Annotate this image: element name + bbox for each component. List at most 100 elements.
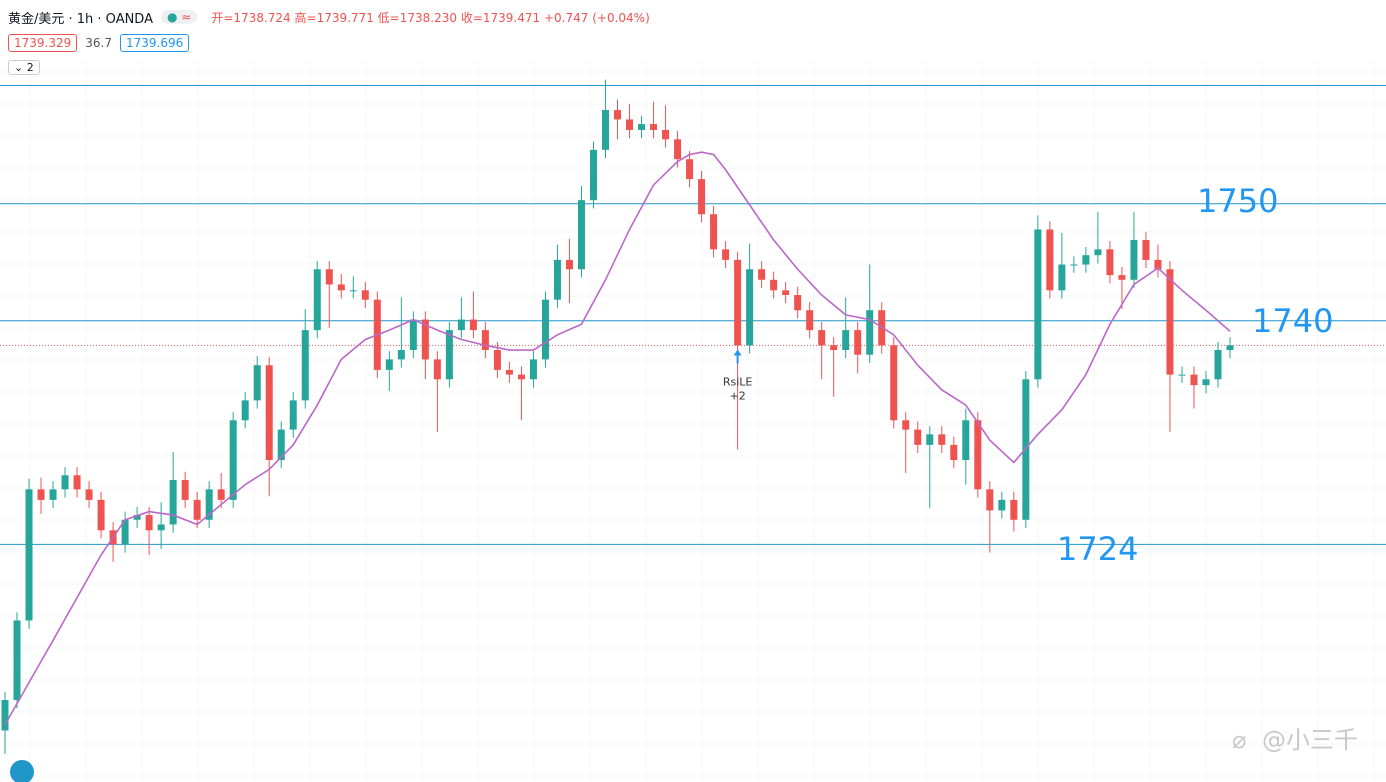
- candle-body: [13, 620, 21, 701]
- indicator-count: 2: [26, 60, 34, 74]
- candle-body: [301, 330, 309, 401]
- candle-body: [205, 489, 213, 520]
- candle-body: [626, 119, 634, 130]
- watermark-icon: ⌀: [1232, 726, 1246, 754]
- candle-body: [181, 479, 189, 500]
- candle-body: [1130, 239, 1138, 280]
- candle-body: [325, 269, 333, 285]
- candle-body: [133, 515, 141, 520]
- candle-body: [289, 400, 297, 430]
- candle-body: [481, 330, 489, 351]
- candle-body: [493, 350, 501, 370]
- candle-body: [650, 124, 658, 130]
- candle-body: [1154, 259, 1162, 270]
- candle-body: [926, 434, 934, 445]
- candle-body: [157, 524, 165, 531]
- candle-body: [361, 290, 369, 300]
- candle-body: [577, 200, 585, 270]
- watermark: @小三千: [1262, 726, 1358, 754]
- candle-body: [229, 420, 237, 500]
- candle-body: [1070, 264, 1078, 266]
- candle-body: [169, 479, 177, 525]
- bid[interactable]: 1739.329: [8, 34, 78, 52]
- candle-body: [854, 330, 862, 355]
- candle-body: [662, 129, 670, 140]
- candle-body: [1046, 229, 1054, 291]
- candle-body: [445, 330, 453, 380]
- level-annotation: 1750: [1197, 182, 1278, 220]
- header: 黄金/美元 · 1h · OANDA ● ≈ 开=1738.724 高=1739.…: [8, 6, 650, 76]
- candle-body: [337, 284, 345, 291]
- ask[interactable]: 1739.696: [119, 34, 190, 52]
- candle-body: [614, 110, 622, 120]
- candle-body: [674, 139, 682, 160]
- close: 收=1739.471: [460, 10, 541, 25]
- candle-body: [25, 489, 33, 621]
- candle-body: [265, 365, 273, 461]
- ohlc: 开=1738.724 高=1739.771 低=1738.230 收=1739.…: [211, 9, 649, 26]
- candle-body: [974, 420, 982, 490]
- candle-body: [950, 444, 958, 461]
- candle-body: [1010, 499, 1018, 520]
- candle-body: [830, 345, 838, 351]
- candle-body: [758, 269, 766, 280]
- symbol-title[interactable]: 黄金/美元 · 1h · OANDA: [8, 11, 153, 27]
- candle-body: [1, 700, 9, 731]
- candle-body: [253, 365, 261, 401]
- candle-body: [145, 515, 153, 531]
- spread: 36.7: [85, 36, 112, 50]
- candle-body: [686, 159, 694, 180]
- change: +0.747 (+0.04%): [543, 10, 650, 25]
- candle-body: [734, 259, 742, 346]
- candle-body: [746, 269, 754, 346]
- candle-body: [37, 489, 45, 500]
- candle-body: [1214, 350, 1222, 380]
- candle-body: [638, 124, 646, 130]
- candle-body: [986, 489, 994, 511]
- candle-body: [938, 434, 946, 445]
- candle-body: [722, 249, 730, 260]
- candle-body: [1226, 345, 1234, 351]
- moving-average: [4, 151, 1231, 726]
- level-annotation: 1724: [1057, 530, 1138, 568]
- candle-body: [349, 290, 357, 292]
- candle-body: [794, 295, 802, 311]
- candle-body: [217, 489, 225, 500]
- candle-body: [1058, 264, 1066, 291]
- candle-body: [529, 359, 537, 380]
- candle-body: [73, 475, 81, 490]
- candle-body: [277, 429, 285, 461]
- high: 高=1739.771: [294, 10, 374, 25]
- candle-body: [517, 374, 525, 380]
- candle-body: [565, 259, 573, 270]
- signal-label: RsiLE: [723, 376, 753, 389]
- candle-body: [553, 259, 561, 300]
- candle-body: [866, 310, 874, 355]
- candle-body: [469, 319, 477, 331]
- candle-body: [1082, 255, 1090, 265]
- candle-body: [409, 319, 417, 351]
- candle-body: [842, 330, 850, 351]
- candle-body: [710, 214, 718, 250]
- candle-body: [397, 350, 405, 360]
- candle-body: [1178, 374, 1186, 376]
- candle-body: [1190, 374, 1198, 386]
- indicator-toggle[interactable]: ⌄ 2: [8, 59, 40, 75]
- candle-body: [85, 489, 93, 500]
- candle-body: [1202, 379, 1210, 386]
- candle-body: [61, 475, 69, 490]
- candle-body: [902, 420, 910, 430]
- candle-body: [541, 299, 549, 360]
- candle-body: [1106, 249, 1114, 276]
- candle-body: [1034, 229, 1042, 380]
- candle-body: [193, 499, 201, 520]
- candle-body: [49, 489, 57, 500]
- candle-body: [241, 400, 249, 421]
- candle-body: [121, 519, 129, 545]
- candle-body: [806, 310, 814, 331]
- candle-body: [1166, 269, 1174, 375]
- candle-body: [998, 499, 1006, 511]
- candle-body: [770, 279, 778, 291]
- candle-body: [1142, 239, 1150, 260]
